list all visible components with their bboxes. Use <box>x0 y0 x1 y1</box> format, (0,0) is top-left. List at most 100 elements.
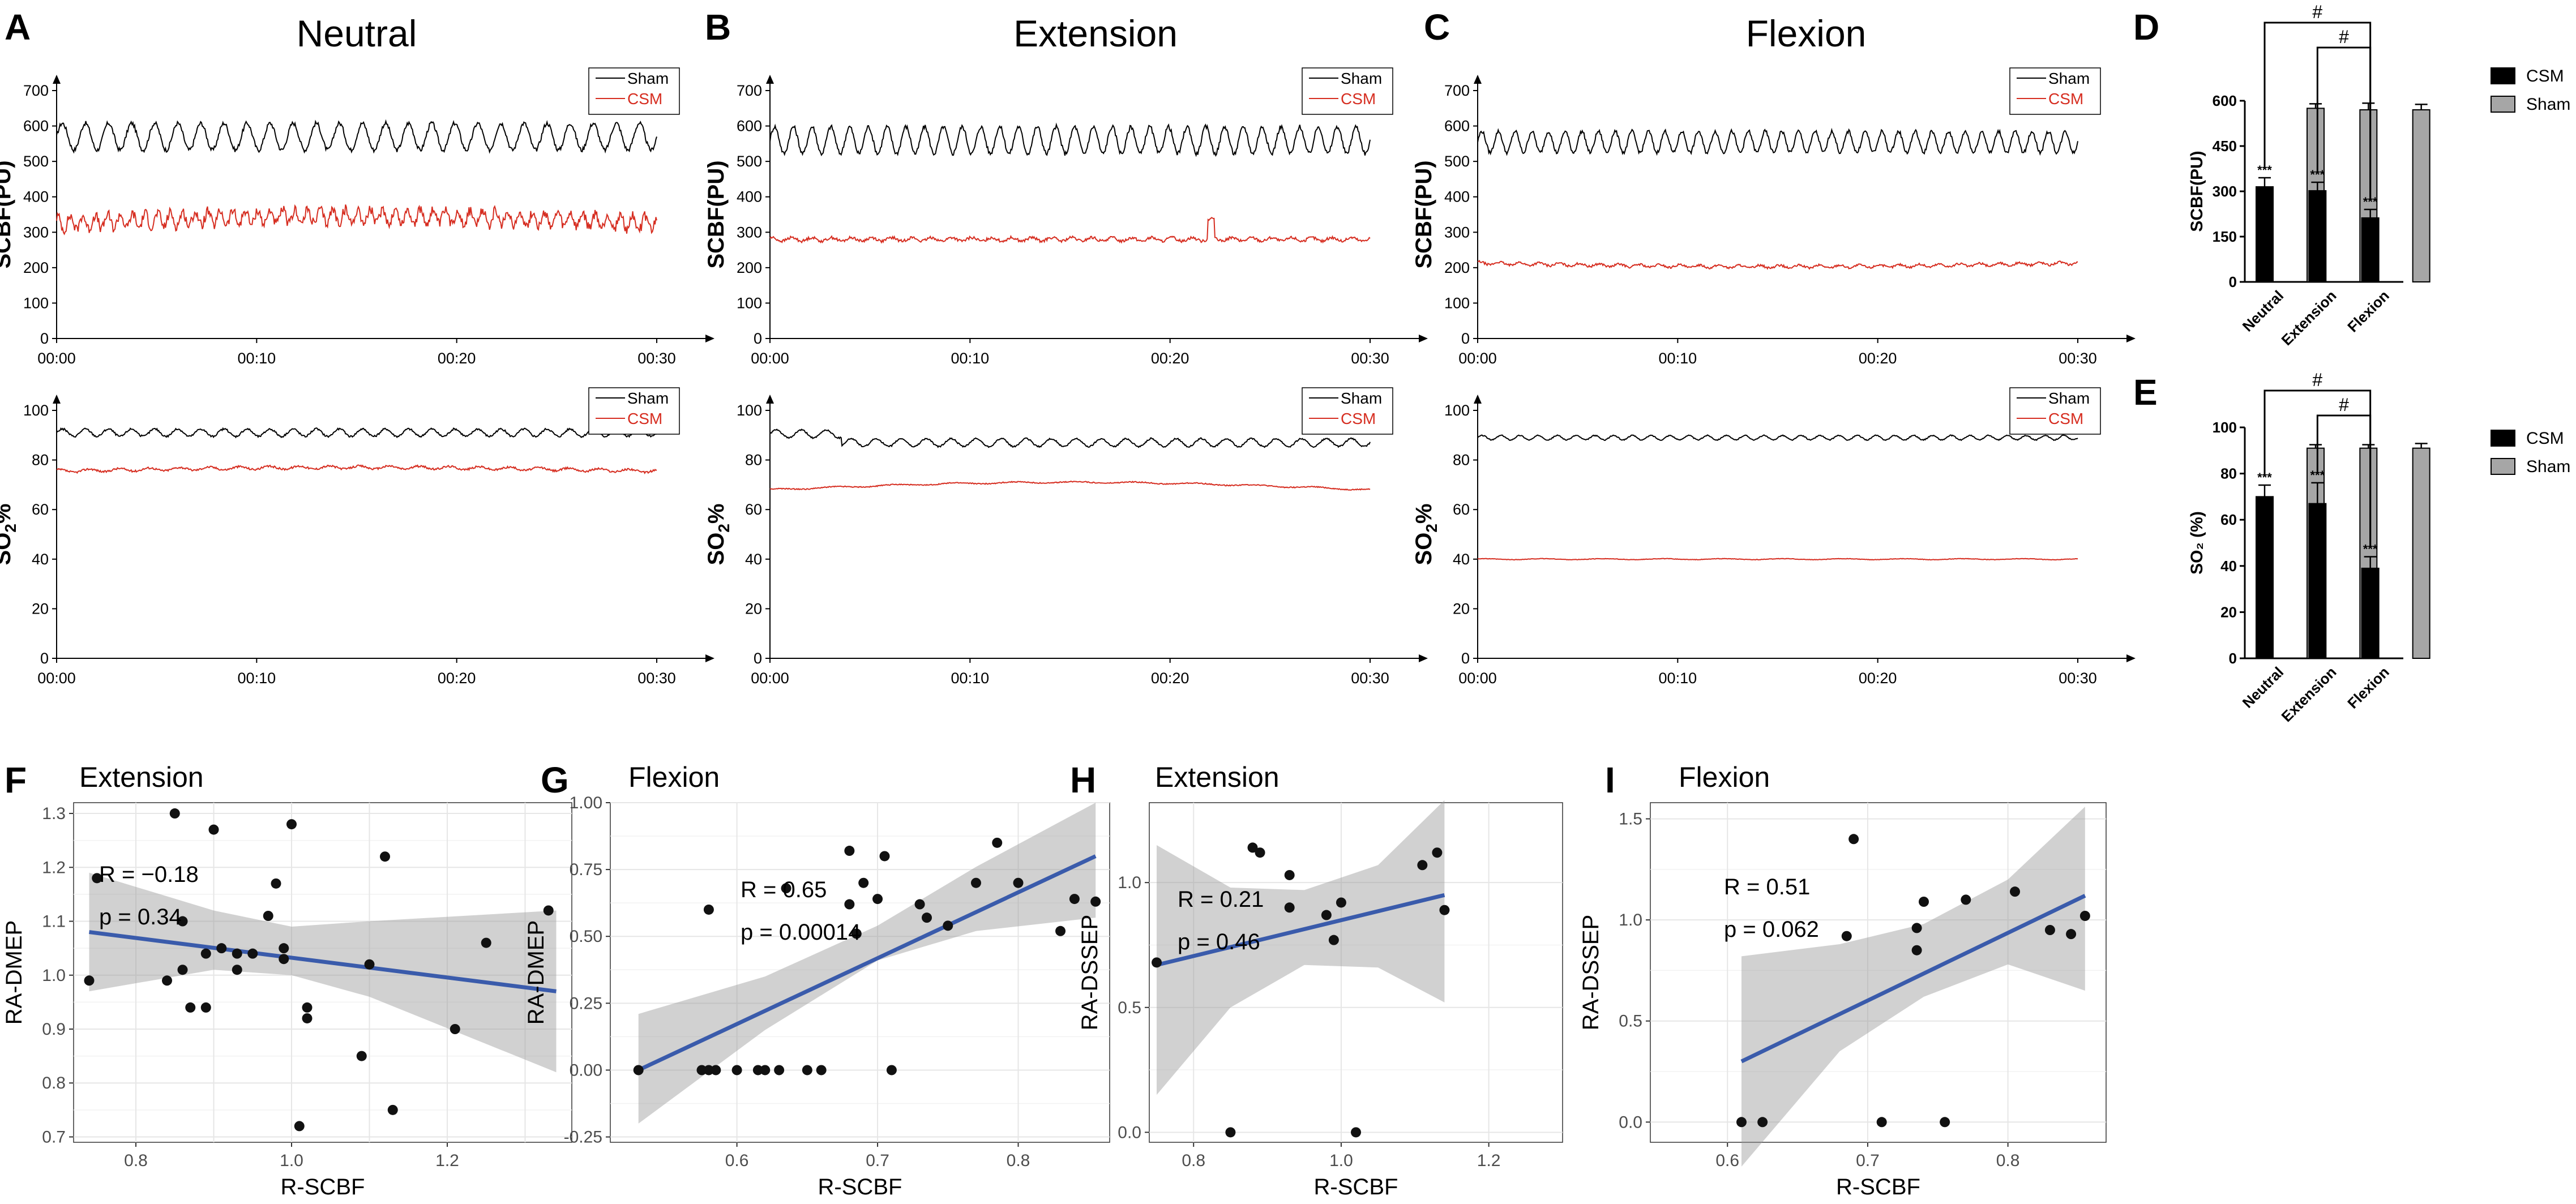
data-point <box>1757 1117 1768 1128</box>
y-tick-label: 700 <box>1444 82 1470 99</box>
subplot-scbf: 0 100 200 300 400 500 600 700 00:00 00:10 00:20 00:… <box>1411 67 2136 367</box>
data-point <box>2079 911 2090 921</box>
y-axis-label: SCBF(PU) <box>704 160 729 268</box>
legend-swatch-csm <box>2491 67 2515 84</box>
x-tick-label: 00:30 <box>2059 350 2097 367</box>
data-point <box>1961 894 1971 905</box>
y-tick-label: 0.5 <box>1619 1012 1642 1031</box>
x-tick-label: 00:10 <box>238 670 276 687</box>
stat-annotation: p = 0.46 <box>1178 929 1260 954</box>
y-tick-label: 100 <box>1444 402 1470 419</box>
data-point <box>271 878 281 889</box>
y-tick-label: 600 <box>23 118 49 135</box>
data-point <box>731 1065 742 1076</box>
data-point <box>1152 957 1162 968</box>
scatter-panel-F: Extension R = −0.18 p = 0.34 0.7 0.8 0.9 1.0 1.… <box>2 761 572 1199</box>
data-point <box>703 904 714 915</box>
data-point <box>1841 931 1852 941</box>
confidence-band <box>89 872 557 1073</box>
series-line-csm <box>57 464 657 475</box>
data-point <box>992 837 1003 848</box>
plot-area <box>1650 802 2107 1143</box>
data-point <box>232 965 242 975</box>
x-tick-label: 1.0 <box>280 1151 303 1170</box>
panel-label-I: I <box>1605 760 1615 800</box>
x-tick-label: 1.2 <box>435 1151 459 1170</box>
stat-annotation: R = 0.21 <box>1178 887 1264 912</box>
y-axis-label: RA-DSSEP <box>1578 915 1603 1031</box>
y-tick-label: 400 <box>1444 188 1470 205</box>
x-tick-label: 00:20 <box>1151 670 1189 687</box>
y-tick-label: 0 <box>1461 650 1470 667</box>
data-point <box>1336 897 1346 908</box>
data-point <box>1876 1117 1887 1128</box>
panel-title: Flexion <box>1746 12 1867 54</box>
data-point <box>760 1065 771 1076</box>
y-tick-label: 80 <box>2220 465 2237 482</box>
x-tick-label: Flexion <box>2344 663 2393 712</box>
x-axis-arrow <box>2126 654 2136 662</box>
y-axis-label: RA-DMEP <box>524 920 549 1025</box>
y-tick-label: 40 <box>32 551 49 568</box>
legend-label-sham: Sham <box>2048 389 2090 407</box>
series-line-sham <box>1477 434 2078 442</box>
regression-line <box>89 930 557 993</box>
data-point <box>886 1065 897 1076</box>
legend-label-sham: Sham <box>627 389 669 407</box>
y-tick-label: 700 <box>23 82 49 99</box>
y-tick-label: -0.25 <box>564 1128 602 1147</box>
data-point <box>752 1065 763 1076</box>
x-tick-label: 00:20 <box>1859 670 1897 687</box>
x-axis-label: R-SCBF <box>818 1175 902 1199</box>
stat-annotation: p = 0.34 <box>99 905 182 929</box>
data-point <box>1255 847 1265 858</box>
y-tick-label: 0.9 <box>42 1020 66 1039</box>
legend: Sham CSM <box>2009 387 2101 435</box>
x-axis-label: R-SCBF <box>1836 1175 1920 1199</box>
x-tick-label: 0.6 <box>725 1151 749 1170</box>
data-point <box>879 851 890 862</box>
x-tick-label: 00:00 <box>37 670 76 687</box>
plot-area <box>1149 802 1563 1143</box>
y-tick-label: 20 <box>1453 600 1470 617</box>
x-tick-label: 0.8 <box>1007 1151 1030 1170</box>
y-axis-arrow <box>1474 75 1482 84</box>
data-point <box>774 1065 785 1076</box>
data-point <box>216 943 227 954</box>
series-line-sham <box>1477 127 2078 156</box>
x-tick-label: 00:00 <box>1458 350 1497 367</box>
y-tick-label: 200 <box>737 259 762 276</box>
data-point <box>1432 847 1443 858</box>
data-point <box>1351 1127 1361 1138</box>
data-point <box>294 1121 305 1132</box>
scatter-panel-G: Flexion R = 0.65 p = 0.00014 -0.25 0.00 0.25 0… <box>524 761 1110 1199</box>
y-tick-label: 1.0 <box>1118 873 1141 892</box>
x-tick-label: 00:30 <box>637 670 676 687</box>
data-point <box>1013 877 1024 888</box>
x-axis-label: R-SCBF <box>281 1175 365 1199</box>
y-axis-arrow <box>766 75 774 84</box>
bracket-label: # <box>2339 395 2349 415</box>
significance-bracket <box>2316 46 2372 199</box>
x-tick-label: 0.7 <box>866 1151 889 1170</box>
data-point <box>481 937 491 948</box>
data-point <box>200 1002 211 1013</box>
legend-label-csm: CSM <box>2048 410 2083 427</box>
data-point <box>1090 896 1101 907</box>
y-tick-label: 40 <box>745 551 762 568</box>
data-point <box>169 808 180 819</box>
bracket-label: # <box>2312 370 2322 390</box>
bar-csm <box>2256 496 2274 659</box>
bar-csm <box>2361 217 2380 282</box>
y-tick-label: 100 <box>23 294 49 311</box>
series-line-csm <box>56 204 657 235</box>
y-tick-label: 100 <box>1444 294 1470 311</box>
x-tick-label: 00:10 <box>1659 350 1697 367</box>
data-point <box>1439 905 1450 915</box>
y-tick-label: 60 <box>2220 511 2237 528</box>
y-tick-label: 40 <box>2220 558 2237 575</box>
bar-csm <box>2308 190 2327 282</box>
